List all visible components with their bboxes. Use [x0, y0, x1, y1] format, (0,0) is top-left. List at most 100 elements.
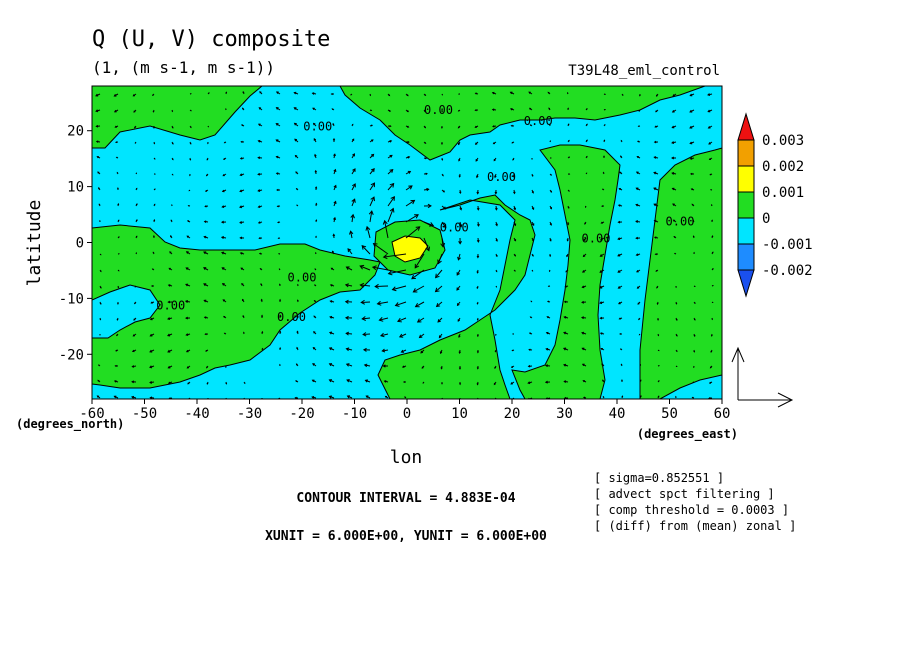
wind-arrow-head — [117, 203, 120, 206]
wind-arrow-head — [711, 219, 713, 222]
wind-arrow-head — [691, 396, 694, 399]
x-tick-label: -10 — [342, 406, 367, 422]
wind-arrow-head — [277, 237, 280, 240]
wind-arrow-head — [638, 318, 640, 321]
x-tick-label: -40 — [184, 406, 209, 422]
wind-arrow-head — [315, 219, 318, 222]
wind-arrow-head — [459, 224, 463, 228]
wind-arrow-head — [441, 126, 443, 129]
wind-arrow-head — [294, 138, 298, 142]
wind-arrow-head — [99, 219, 101, 222]
y-axis: -20 -10 0 10 20 — [59, 124, 92, 363]
wind-arrow-head — [167, 284, 171, 287]
wind-arrow-head — [135, 187, 138, 190]
wind-arrow-head — [599, 270, 603, 273]
wind-arrow-head — [389, 182, 395, 188]
wind-arrow-head — [189, 174, 191, 177]
wind-arrow-head — [352, 183, 356, 188]
wind-arrow-head — [276, 205, 279, 208]
wind-arrow-head — [257, 205, 261, 209]
wind-arrow-head — [439, 351, 443, 355]
wind-arrow-head — [617, 204, 621, 207]
wind-arrow-head — [459, 191, 462, 195]
wind-arrow-head — [328, 363, 333, 367]
wind-arrow-head — [113, 93, 117, 97]
wind-arrow-head — [190, 109, 192, 112]
wind-arrow-head — [476, 318, 479, 321]
wind-arrow-head — [531, 191, 534, 194]
wind-arrow-head — [315, 202, 318, 205]
wind-arrow-head — [154, 158, 156, 160]
wind-arrow-head — [275, 155, 279, 159]
wind-arrow-head — [333, 168, 337, 173]
wind-arrow-head — [582, 254, 586, 258]
wind-arrow-shaft — [405, 214, 419, 223]
wind-arrow-head — [712, 267, 714, 270]
colorbar-band — [737, 139, 755, 167]
x-tick-label: -20 — [289, 406, 314, 422]
wind-arrow-head — [131, 349, 135, 353]
wind-arrow-head — [565, 270, 568, 273]
wind-arrow-head — [187, 205, 190, 207]
wind-arrow-head — [549, 239, 552, 242]
wind-arrow-head — [476, 271, 479, 274]
wind-arrow-head — [675, 286, 677, 289]
wind-arrow-head — [547, 91, 550, 94]
wind-arrow-head — [414, 214, 419, 219]
wind-arrow-shaft — [392, 285, 407, 291]
wind-arrow-head — [221, 205, 225, 209]
wind-arrow-head — [440, 242, 446, 248]
wind-arrow-head — [346, 395, 351, 399]
note-advect: [ advect spct filtering ] — [594, 487, 775, 501]
wind-arrow-head — [691, 203, 694, 206]
wind-arrow-head — [398, 333, 404, 338]
wind-arrow-head — [547, 285, 550, 287]
x-tick-label: -50 — [132, 406, 157, 422]
wind-arrow-head — [115, 156, 118, 159]
wind-arrow-head — [260, 283, 263, 286]
wind-arrow-head — [601, 188, 604, 191]
wind-arrow-head — [257, 156, 261, 160]
wind-arrow-head — [296, 299, 299, 302]
wind-arrow-shaft — [362, 317, 371, 320]
wind-arrow-head — [581, 347, 585, 351]
wind-arrow-head — [653, 187, 657, 191]
wind-arrow-head — [240, 267, 243, 270]
wind-arrow-head — [604, 93, 606, 96]
wind-arrow-shaft — [511, 397, 515, 399]
wind-arrow-head — [149, 349, 153, 353]
wind-arrow-head — [276, 188, 279, 192]
wind-arrow-head — [567, 107, 569, 110]
x-axis-title: lon — [390, 447, 423, 468]
wind-arrow-head — [458, 240, 462, 245]
wind-arrow-head — [167, 333, 171, 337]
wind-arrow-head — [457, 142, 460, 146]
wind-arrow-head — [225, 366, 227, 369]
wind-arrow-head — [404, 396, 406, 398]
wind-arrow-shaft — [437, 253, 443, 264]
wind-arrow-head — [442, 190, 446, 193]
wind-arrow-head — [172, 174, 174, 176]
wind-arrow-head — [493, 158, 496, 162]
wind-arrow-head — [131, 395, 135, 399]
wind-arrow-head — [314, 268, 316, 270]
wind-arrow-head — [617, 286, 621, 289]
wind-arrow-head — [494, 191, 498, 195]
wind-arrow-head — [391, 286, 397, 292]
wind-arrow-head — [563, 331, 567, 335]
wind-arrow-head — [657, 395, 660, 398]
wind-arrow-head — [708, 142, 711, 145]
wind-arrow-head — [350, 213, 355, 219]
wind-arrow-head — [600, 347, 603, 351]
wind-arrow-head — [313, 315, 316, 318]
wind-arrow-head — [707, 93, 711, 97]
wind-arrow-shaft — [395, 301, 407, 307]
wind-arrow-head — [710, 350, 713, 353]
wind-arrow-head — [189, 126, 192, 129]
wind-arrow-head — [99, 318, 102, 321]
wind-arrow-shaft — [351, 183, 356, 191]
wind-arrow-head — [99, 302, 102, 305]
wind-arrow-head — [185, 251, 189, 254]
wind-arrow-head — [707, 109, 711, 113]
wind-arrow-head — [259, 268, 262, 270]
